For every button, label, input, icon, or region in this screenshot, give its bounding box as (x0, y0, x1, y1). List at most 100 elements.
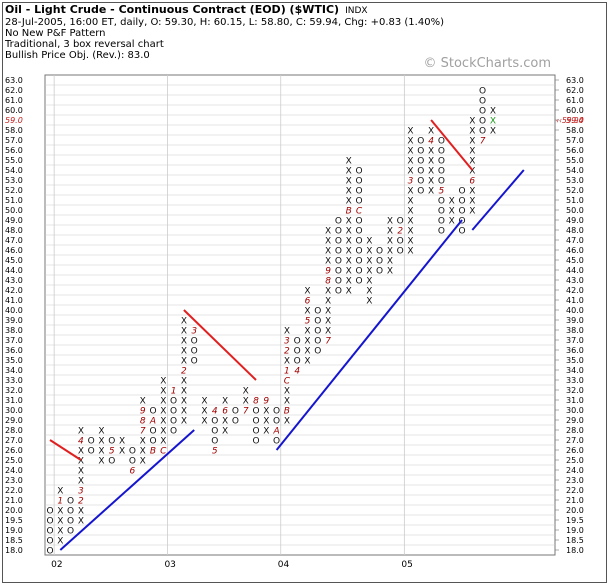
o-box: O (191, 347, 198, 357)
x-box: X (57, 487, 63, 497)
o-box: O (211, 427, 218, 437)
y-tick-label-left: 46.0 (5, 246, 23, 255)
x-box: X (490, 117, 496, 127)
x-box: X (428, 167, 434, 177)
y-tick-label-left: 63.0 (5, 76, 23, 85)
y-tick-label-right: 45.0 (566, 256, 584, 265)
x-box: X (407, 247, 413, 257)
y-tick-label-left: 37.0 (5, 336, 23, 345)
x-box: X (366, 297, 372, 307)
o-box: O (149, 427, 156, 437)
month-marker: A (149, 417, 156, 427)
y-tick-label-right: 42.0 (566, 286, 584, 295)
o-box: O (273, 407, 280, 417)
o-box: O (397, 217, 404, 227)
x-box: X (78, 517, 84, 527)
month-marker: 3 (408, 177, 414, 187)
x-box: X (57, 517, 63, 527)
x-box: X (407, 217, 413, 227)
month-marker: 6 (130, 467, 136, 477)
x-box: X (407, 187, 413, 197)
x-box: X (407, 147, 413, 157)
x-box: X (366, 287, 372, 297)
x-box: X (346, 257, 352, 267)
x-box: X (407, 127, 413, 137)
y-tick-label-right: 62.0 (566, 86, 584, 95)
y-tick-label-right: 32.0 (566, 386, 584, 395)
x-box: X (449, 197, 455, 207)
x-box: X (78, 457, 84, 467)
red-trendline (430, 119, 474, 171)
chart-header: Oil - Light Crude - Continuous Contract … (5, 4, 444, 61)
y-tick-label-right: 25.0 (566, 456, 584, 465)
y-tick-label-left: 36.0 (5, 346, 23, 355)
y-tick-label-left: 22.0 (5, 486, 23, 495)
y-tick-label-right: 28.0 (566, 426, 584, 435)
o-box: O (108, 457, 115, 467)
month-marker: 5 (212, 447, 218, 457)
y-tick-label-right: 56.0 (566, 146, 584, 155)
month-marker: B (346, 207, 352, 217)
y-tick-label-left: 28.0 (5, 426, 23, 435)
x-box: X (98, 437, 104, 447)
o-box: O (397, 237, 404, 247)
x-box: X (98, 447, 104, 457)
o-box: O (335, 257, 342, 267)
o-box: O (108, 437, 115, 447)
y-tick-label-left: 19.5 (5, 516, 23, 525)
x-box: X (469, 127, 475, 137)
y-tick-label-right: 36.0 (566, 346, 584, 355)
o-box: O (294, 357, 301, 367)
month-marker: 4 (294, 367, 300, 377)
y-tick-label-left: 34.0 (5, 366, 23, 375)
month-marker: 6 (222, 407, 228, 417)
x-box: X (304, 347, 310, 357)
o-box: O (335, 217, 342, 227)
x-box: X (140, 397, 146, 407)
y-tick-label-left: 19.0 (5, 526, 23, 535)
x-box: X (140, 447, 146, 457)
x-box: X (304, 287, 310, 297)
y-tick-label-right: 33.0 (566, 376, 584, 385)
x-box: X (78, 467, 84, 477)
y-tick-label-left: 39.0 (5, 316, 23, 325)
x-box: X (325, 287, 331, 297)
o-box: O (355, 237, 362, 247)
y-tick-label-left: 23.0 (5, 476, 23, 485)
x-box: X (469, 187, 475, 197)
y-tick-label-right: 54.0 (566, 166, 584, 175)
x-box: X (119, 447, 125, 457)
y-tick-label-left: 20.0 (5, 506, 23, 515)
o-box: O (46, 537, 53, 547)
x-box: X (490, 127, 496, 137)
o-box: O (314, 307, 321, 317)
y-tick-label-right: 52.0 (566, 186, 584, 195)
x-box: X (366, 277, 372, 287)
month-marker: 3 (284, 337, 290, 347)
x-box: X (140, 437, 146, 447)
y-tick-label-left: 31.0 (5, 396, 23, 405)
o-box: O (273, 437, 280, 447)
y-tick-label-left: 45.0 (5, 256, 23, 265)
month-marker: A (273, 427, 280, 437)
o-box: O (355, 197, 362, 207)
o-box: O (438, 227, 445, 237)
y-tick-label-left: 18.0 (5, 546, 23, 555)
o-box: O (355, 227, 362, 237)
o-box: O (417, 137, 424, 147)
x-box: X (428, 147, 434, 157)
o-box: O (170, 417, 177, 427)
month-marker: B (284, 407, 290, 417)
o-box: O (314, 337, 321, 347)
o-box: O (355, 217, 362, 227)
red-trendline (183, 309, 257, 381)
y-tick-label-right: 38.0 (566, 326, 584, 335)
month-marker: 2 (284, 347, 290, 357)
x-box: X (325, 307, 331, 317)
x-box: X (160, 407, 166, 417)
y-tick-label-left: 30.0 (5, 406, 23, 415)
y-tick-label-left: 57.0 (5, 136, 23, 145)
x-box: X (160, 397, 166, 407)
y-tick-label-left: 51.0 (5, 196, 23, 205)
